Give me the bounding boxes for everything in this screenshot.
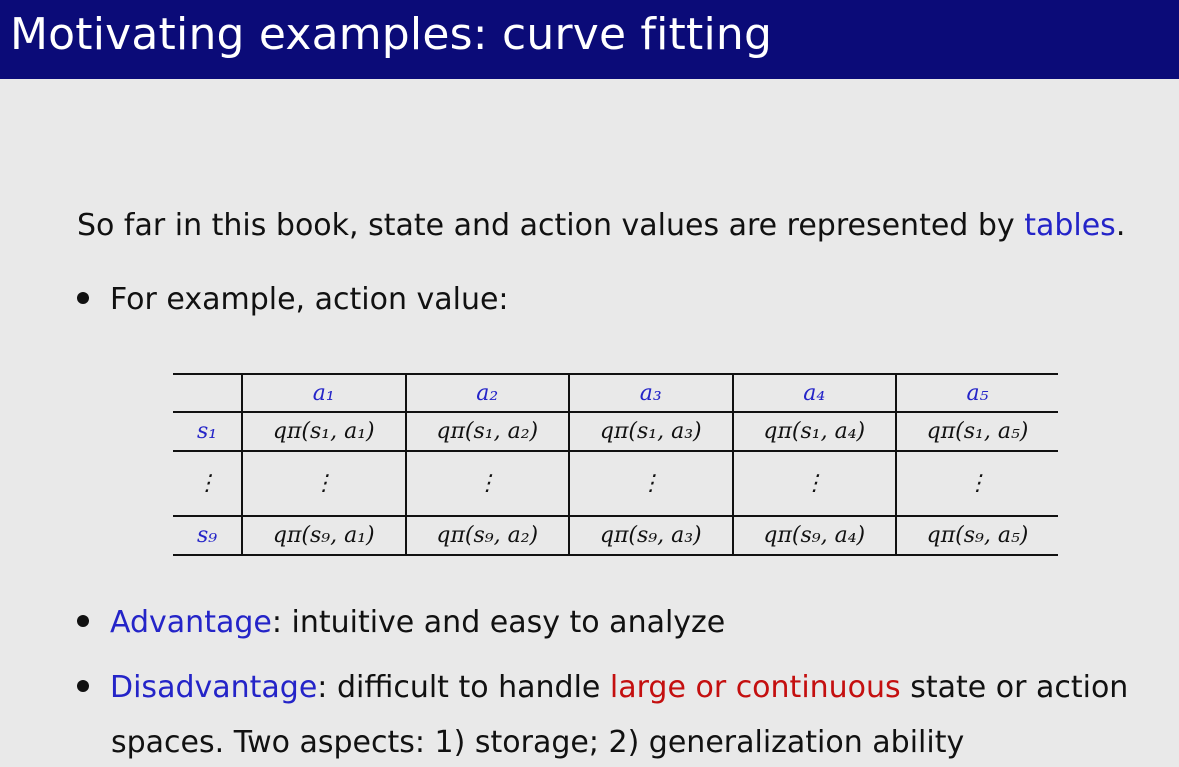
bullet-icon [77, 679, 89, 692]
bullet-advantage: Advantage: intuitive and easy to analyze [77, 603, 725, 643]
table-cell: qπ(s₉, a₃) [568, 516, 733, 555]
bullet-icon [77, 614, 89, 627]
table-header-cell: a₁ [241, 374, 406, 413]
disadvantage-red-text: large or continuous [609, 670, 901, 705]
table-row: s₁ qπ(s₁, a₁) qπ(s₁, a₂) qπ(s₁, a₃) qπ(s… [173, 412, 1058, 452]
table-cell: ⋮ [895, 451, 1058, 517]
bullet-example-text: For example, action value: [110, 282, 509, 317]
title-bar: Motivating examples: curve fitting [0, 0, 1179, 79]
slide-title: Motivating examples: curve fitting [10, 9, 773, 60]
table-cell: qπ(s₁, a₃) [568, 412, 733, 452]
table-corner-cell [173, 374, 242, 413]
table-cell: ⋮ [568, 451, 733, 517]
table-header-row: a₁ a₂ a₃ a₄ a₅ [173, 374, 1058, 413]
disadvantage-text-after: state or action [900, 670, 1129, 705]
table-header-cell: a₃ [568, 374, 733, 413]
bullet-example: For example, action value: [77, 280, 509, 320]
table-cell: qπ(s₁, a₂) [404, 412, 569, 452]
table-row: s₉ qπ(s₉, a₁) qπ(s₉, a₂) qπ(s₉, a₃) qπ(s… [173, 516, 1058, 555]
table-header-cell: a₅ [895, 374, 1058, 413]
table-cell: qπ(s₉, a₅) [895, 516, 1058, 555]
table-row: ⋮ ⋮ ⋮ ⋮ ⋮ ⋮ [173, 451, 1058, 517]
intro-suffix: . [1115, 208, 1126, 243]
intro-highlight: tables [1024, 208, 1116, 243]
table-row-label: ⋮ [173, 451, 242, 517]
bullet-icon [77, 291, 89, 304]
table-cell: qπ(s₁, a₄) [731, 412, 896, 452]
table-header-cell: a₄ [731, 374, 896, 413]
intro-sentence: So far in this book, state and action va… [77, 206, 1125, 246]
advantage-text: : intuitive and easy to analyze [271, 605, 726, 640]
action-value-table: a₁ a₂ a₃ a₄ a₅ s₁ qπ(s₁, a₁) qπ(s₁, a₂) … [173, 373, 1058, 556]
bullet-disadvantage: Disadvantage: difficult to handle large … [77, 668, 1128, 708]
table-cell: qπ(s₁, a₁) [241, 412, 406, 452]
table-cell: ⋮ [241, 451, 406, 517]
table-row-label: s₁ [173, 412, 242, 452]
disadvantage-text-before: : difficult to handle [317, 670, 610, 705]
advantage-label: Advantage [110, 605, 272, 640]
table-cell: qπ(s₁, a₅) [895, 412, 1058, 452]
intro-prefix: So far in this book, state and action va… [77, 208, 1025, 243]
table-cell: ⋮ [404, 451, 569, 517]
table-cell: qπ(s₉, a₂) [404, 516, 569, 555]
table-cell: qπ(s₉, a₄) [731, 516, 896, 555]
table-row-label: s₉ [196, 523, 218, 548]
table-cell: qπ(s₉, a₁) [241, 516, 406, 555]
disadvantage-label: Disadvantage [110, 670, 318, 705]
table-cell: ⋮ [731, 451, 896, 517]
disadvantage-continuation: spaces. Two aspects: 1) storage; 2) gene… [111, 725, 965, 760]
table-header-cell: a₂ [404, 374, 569, 413]
